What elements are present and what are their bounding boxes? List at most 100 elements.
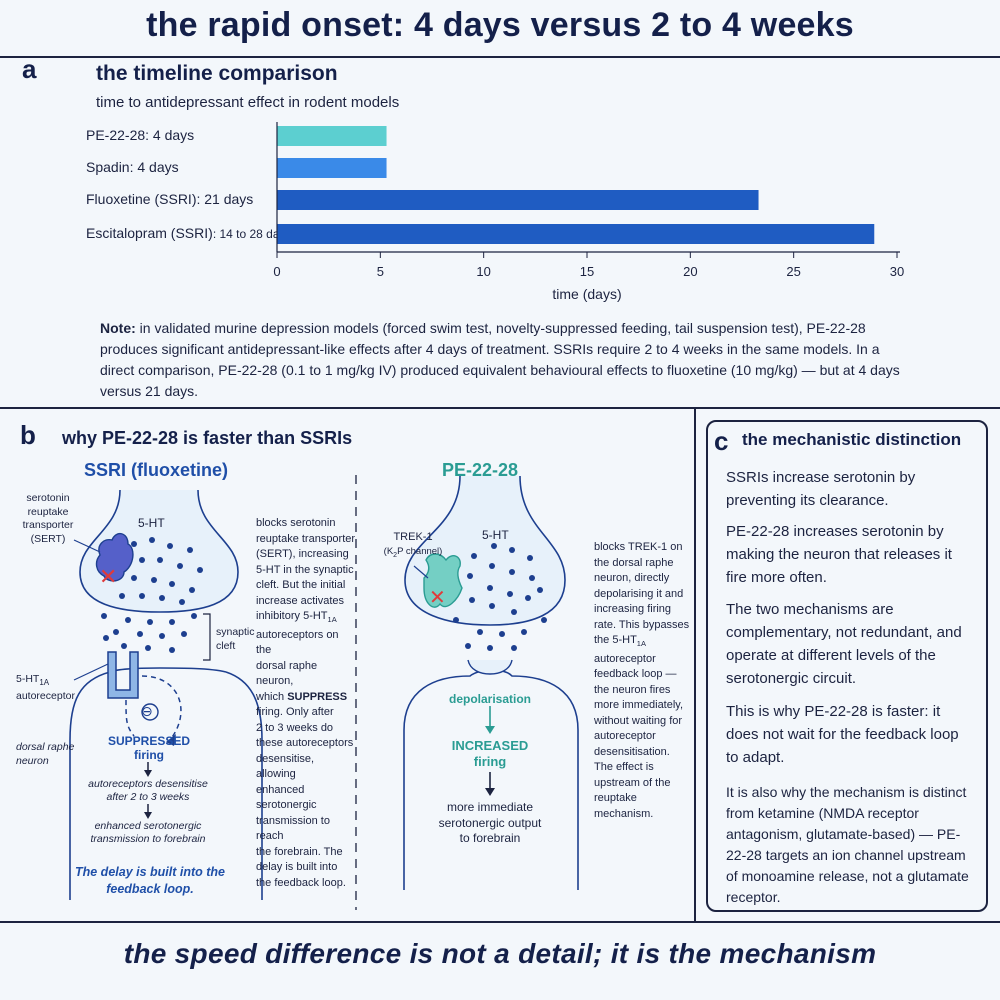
serotonin-dot bbox=[177, 563, 183, 569]
delay-line: The delay is built into the bbox=[74, 865, 225, 879]
ssri-arrowhead-2 bbox=[144, 812, 152, 819]
serotonin-dot bbox=[509, 547, 515, 553]
pe-desc-line: depolarising it and bbox=[594, 587, 684, 600]
pe-desc-line: the 5-HT1A bbox=[594, 634, 646, 649]
panel-b-heading: why PE-22-28 is faster than SSRIs bbox=[62, 428, 353, 448]
serotonin-dot bbox=[489, 603, 495, 609]
serotonin-dot bbox=[151, 577, 157, 583]
ssri-serotonin-dots bbox=[101, 537, 203, 653]
increased-firing-label: INCREASED firing bbox=[430, 738, 550, 770]
serotonin-dot bbox=[469, 597, 475, 603]
ssri-neuron-outline bbox=[69, 671, 263, 900]
step1-line: autoreceptors desensitise bbox=[88, 778, 208, 790]
ssri-desc-line: enhanced serotonergic bbox=[256, 783, 317, 812]
pe-desc-line: desensitisation. bbox=[594, 745, 670, 758]
serotonin-dot bbox=[511, 645, 517, 651]
serotonin-dot bbox=[491, 543, 497, 549]
step2-line: transmission to forebrain bbox=[90, 833, 206, 845]
step2-line: enhanced serotonergic bbox=[94, 820, 202, 832]
serotonin-dot bbox=[169, 619, 175, 625]
serotonin-dot bbox=[167, 543, 173, 549]
ssri-arrowhead-1 bbox=[144, 770, 152, 777]
pe-5ht-label: 5-HT bbox=[482, 528, 509, 542]
serotonin-dot bbox=[189, 587, 195, 593]
serotonin-dot bbox=[131, 541, 137, 547]
footer-tagline: the speed difference is not a detail; it… bbox=[123, 938, 877, 969]
serotonin-dot bbox=[145, 645, 151, 651]
note-text: in validated murine depression models (f… bbox=[100, 320, 900, 399]
sert-label-line: (SERT) bbox=[30, 532, 66, 545]
bar-label-value: : 14 to 28 days bbox=[212, 227, 292, 241]
pe-title: PE-22-28 bbox=[442, 460, 519, 480]
serotonin-dot bbox=[159, 595, 165, 601]
bar-label: Escitalopram (SSRI): 14 to 28 days bbox=[86, 225, 292, 241]
ssri-desc-line: desensitise, allowing bbox=[256, 752, 315, 781]
output-line: more immediate bbox=[446, 800, 534, 814]
trek-pointer bbox=[413, 565, 429, 579]
serotonin-dot bbox=[147, 619, 153, 625]
serotonin-dot bbox=[125, 617, 131, 623]
suppressed-line: SUPPRESSED bbox=[107, 734, 191, 748]
pe-desc-line: increasing firing bbox=[594, 603, 672, 615]
feedback-arrow bbox=[141, 675, 182, 741]
page-title: the rapid onset: 4 days versus 2 to 4 we… bbox=[146, 6, 854, 44]
chart-note: Note: in validated murine depression mod… bbox=[100, 318, 900, 402]
output-line: serotonergic output bbox=[438, 815, 542, 830]
bar-label: Fluoxetine (SSRI): 21 days bbox=[86, 191, 253, 207]
serotonin-dot bbox=[537, 587, 543, 593]
bar-label-name: Escitalopram (SSRI) bbox=[86, 225, 213, 241]
timeline-bar-chart: 0 5 10 15 20 25 30 time (days) bbox=[273, 122, 904, 302]
serotonin-dot bbox=[465, 643, 471, 649]
serotonin-dot bbox=[101, 613, 107, 619]
serotonin-dot bbox=[169, 647, 175, 653]
serotonin-dot bbox=[525, 595, 531, 601]
ssri-5ht-label: 5-HT bbox=[138, 516, 165, 530]
serotonin-dot bbox=[103, 635, 109, 641]
panel-c-paragraph-4: This is why PE-22-28 is faster: it does … bbox=[726, 703, 959, 766]
serotonin-dot bbox=[179, 599, 185, 605]
pe-desc-line: The effect is bbox=[594, 761, 654, 774]
desensitise-step-label: autoreceptors desensitise after 2 to 3 we… bbox=[76, 778, 220, 804]
pe-desc-line: autoreceptor bbox=[594, 730, 656, 743]
pe-arrowhead-2 bbox=[485, 788, 495, 796]
ssri-desc-line: reuptake transporter bbox=[256, 532, 356, 545]
serotonin-dot bbox=[121, 643, 127, 649]
serotonin-dot bbox=[159, 633, 165, 639]
ssri-neuron-top bbox=[109, 667, 227, 673]
pe-serotonin-dots bbox=[453, 543, 547, 651]
sert-label-line: reuptake bbox=[27, 505, 69, 518]
section-divider bbox=[0, 407, 1000, 409]
serotonergic-output-label: more immediate serotonergic output to fore… bbox=[420, 800, 560, 847]
bar-label-name: Fluoxetine (SSRI) bbox=[86, 191, 197, 207]
synaptic-cleft-label: synaptic cleft bbox=[216, 626, 255, 653]
ssri-title: SSRI (fluoxetine) bbox=[84, 460, 229, 480]
ssri-desc-line: 5-HT in the synaptic bbox=[256, 563, 354, 576]
ssri-desc-line: autoreceptors on the bbox=[256, 628, 339, 657]
serotonin-dot bbox=[487, 585, 493, 591]
x-tick-label: 10 bbox=[476, 264, 490, 279]
pe-desc-line: without waiting for bbox=[594, 714, 683, 727]
sert-transporter-shape bbox=[95, 533, 134, 582]
pe-desc-line: neuron, directly bbox=[594, 572, 670, 584]
depolarisation-label: depolarisation bbox=[448, 692, 531, 706]
serotonin-dot bbox=[137, 631, 143, 637]
bar-label: PE-22-28: 4 days bbox=[86, 127, 194, 143]
x-tick-label: 20 bbox=[683, 264, 697, 279]
ssri-presynaptic-terminal bbox=[79, 489, 239, 613]
panel-a-heading: the timeline comparison bbox=[96, 62, 338, 85]
panel-a-letter: a bbox=[22, 54, 37, 84]
panel-c-letter: c bbox=[714, 426, 729, 456]
pe-description: blocks TREK-1 on the dorsal raphe neuron, … bbox=[594, 540, 690, 822]
dorsal-raphe-label: dorsal raphe neuron bbox=[16, 740, 74, 768]
suppressed-firing-label: SUPPRESSED firing bbox=[104, 734, 194, 762]
panel-c-heading: the mechanistic distinction bbox=[742, 430, 962, 449]
sert-block-x-icon: ✕ bbox=[99, 565, 117, 590]
x-axis-label: time (days) bbox=[552, 286, 621, 302]
serotonin-dot bbox=[471, 553, 477, 559]
pe-desc-line: more immediately, bbox=[594, 699, 684, 712]
ssri-desc-line: transmission to reach bbox=[256, 814, 330, 843]
serotonin-dot bbox=[453, 617, 459, 623]
panel-a-subheading: time to antidepressant effect in rodent … bbox=[96, 94, 400, 111]
serotonin-dot bbox=[169, 581, 175, 587]
sert-label-line: serotonin bbox=[26, 492, 70, 504]
